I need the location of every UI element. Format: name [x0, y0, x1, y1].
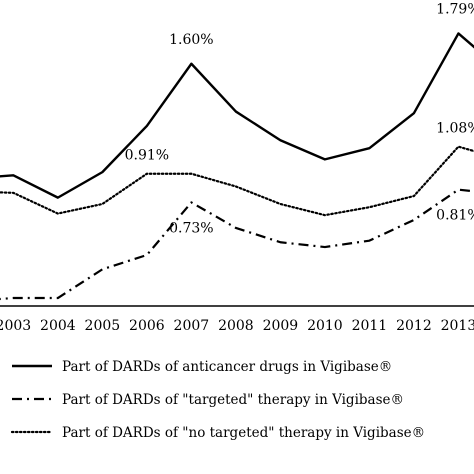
data-label-1: 1.60%	[169, 32, 213, 48]
legend-label-2: Part of DARDs of "targeted" therapy in V…	[62, 392, 404, 408]
x-tick-label-2005: 2005	[85, 318, 121, 334]
data-label-5: 0.73%	[169, 220, 213, 236]
x-tick-label-2009: 2009	[263, 318, 299, 334]
x-tick-label-2003: 2003	[0, 318, 31, 334]
data-label-2: 1.79%	[436, 1, 474, 17]
x-tick-label-2007: 2007	[174, 318, 210, 334]
legend-label-3: Part of DARDs of "no targeted" therapy i…	[62, 425, 425, 441]
series-line-2	[0, 188, 474, 301]
series-line-3	[0, 145, 474, 217]
series-line-1	[0, 32, 474, 199]
x-tick-label-2006: 2006	[129, 318, 165, 334]
x-tick-label-2010: 2010	[307, 318, 343, 334]
x-tick-label-2004: 2004	[40, 318, 76, 334]
data-label-6: 0.81%	[436, 208, 474, 224]
legend-label-1: Part of DARDs of anticancer drugs in Vig…	[62, 359, 392, 375]
x-tick-label-2012: 2012	[396, 318, 432, 334]
x-tick-label-2011: 2011	[352, 318, 388, 334]
x-tick-label-2013: 2013	[441, 318, 474, 334]
data-label-3: 0.91%	[125, 148, 169, 164]
data-label-4: 1.08%	[436, 121, 474, 137]
x-tick-label-2008: 2008	[218, 318, 254, 334]
